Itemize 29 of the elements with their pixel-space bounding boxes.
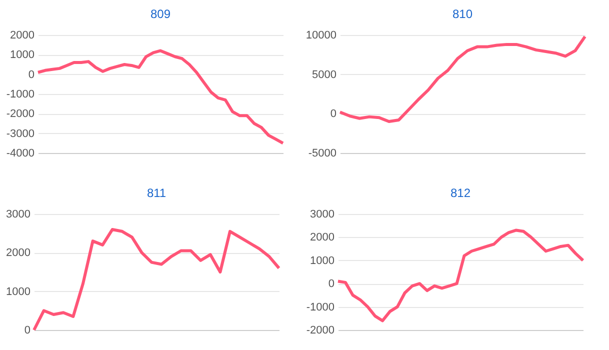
y-tick-label: 2000 [310, 232, 334, 244]
y-tick-label: 5000 [312, 68, 336, 81]
y-tick-label: -3000 [6, 128, 34, 140]
chart-title: 811 [146, 186, 166, 200]
line-series [32, 228, 280, 332]
y-tick-label: -4000 [6, 148, 34, 160]
y-tick-label: 10000 [306, 30, 336, 42]
y-tick-label: 2000 [6, 247, 30, 260]
y-tick-label: 2000 [10, 30, 34, 42]
chart-title: 810 [452, 7, 473, 21]
line-series [36, 49, 284, 145]
y-tick-label: -5000 [308, 148, 336, 160]
y-tick-label: -2000 [306, 324, 334, 336]
chart-title: 809 [150, 7, 171, 21]
line-series [336, 228, 584, 322]
chart-title: 812 [450, 186, 471, 200]
y-tick-label: -1000 [6, 88, 34, 100]
line-series [338, 35, 586, 124]
y-tick-label: -1000 [306, 301, 334, 314]
y-tick-label: 3000 [310, 208, 334, 220]
y-tick-label: 1000 [6, 286, 30, 298]
y-tick-label: 0 [28, 68, 34, 81]
y-tick-label: 0 [330, 108, 336, 120]
y-tick-label: 1000 [310, 254, 334, 267]
y-tick-label: -2000 [6, 108, 34, 120]
y-tick-label: 0 [328, 278, 334, 290]
y-tick-label: 3000 [6, 208, 30, 220]
y-tick-label: 0 [24, 324, 30, 336]
y-tick-label: 1000 [10, 49, 34, 62]
